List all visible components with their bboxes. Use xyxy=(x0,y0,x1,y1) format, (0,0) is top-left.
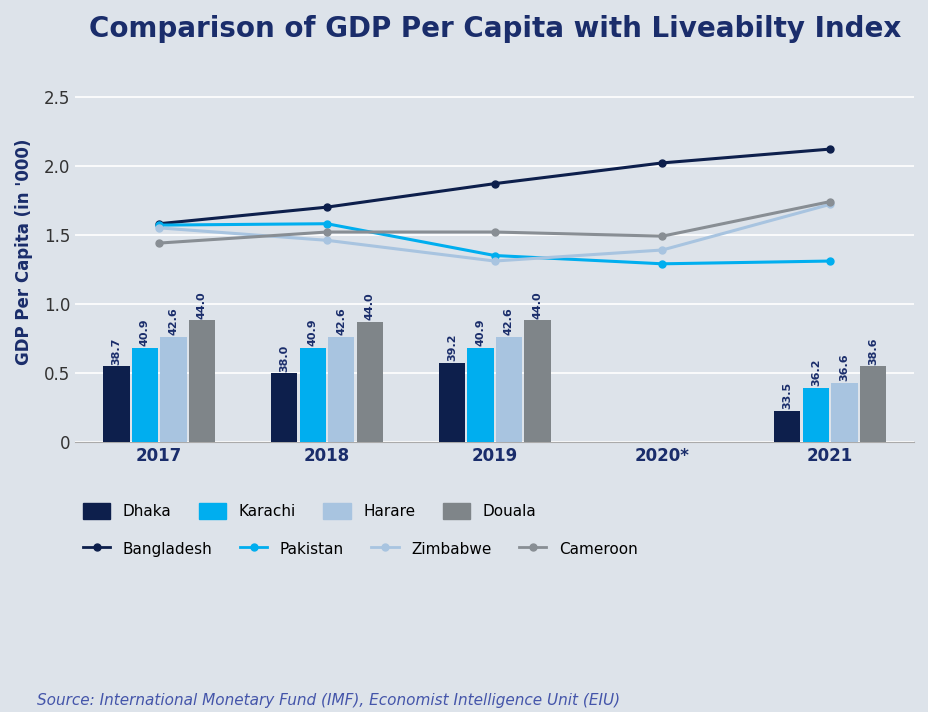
Y-axis label: GDP Per Capita (in '000): GDP Per Capita (in '000) xyxy=(15,139,33,365)
Bar xyxy=(299,348,326,442)
Bar xyxy=(467,348,493,442)
Bar xyxy=(773,411,800,442)
Legend: Bangladesh, Pakistan, Zimbabwe, Cameroon: Bangladesh, Pakistan, Zimbabwe, Cameroon xyxy=(83,541,637,557)
Text: 36.2: 36.2 xyxy=(810,359,820,387)
Text: 36.6: 36.6 xyxy=(839,353,848,381)
Text: 44.0: 44.0 xyxy=(197,291,207,319)
Text: 38.0: 38.0 xyxy=(279,345,289,372)
Bar xyxy=(161,337,187,442)
Text: 33.5: 33.5 xyxy=(781,382,792,409)
Bar xyxy=(523,320,550,442)
Text: 44.0: 44.0 xyxy=(365,293,374,320)
Text: 40.9: 40.9 xyxy=(475,318,485,346)
Text: 42.6: 42.6 xyxy=(168,308,178,335)
Text: 40.9: 40.9 xyxy=(307,318,317,346)
Text: 38.6: 38.6 xyxy=(867,337,877,365)
Title: Comparison of GDP Per Capita with Liveabilty Index: Comparison of GDP Per Capita with Liveab… xyxy=(88,15,900,43)
Text: 38.7: 38.7 xyxy=(111,337,122,365)
Text: 39.2: 39.2 xyxy=(446,334,457,362)
Text: 44.0: 44.0 xyxy=(532,291,542,319)
Bar xyxy=(802,388,828,442)
Bar xyxy=(438,363,465,442)
Text: 40.9: 40.9 xyxy=(140,318,149,346)
Text: 42.6: 42.6 xyxy=(503,308,513,335)
Bar xyxy=(132,348,158,442)
Bar xyxy=(356,322,382,442)
Bar xyxy=(496,337,522,442)
Bar xyxy=(328,337,354,442)
Bar xyxy=(271,373,297,442)
Bar xyxy=(103,367,129,442)
Bar xyxy=(188,320,215,442)
Text: Source: International Monetary Fund (IMF), Economist Intelligence Unit (EIU): Source: International Monetary Fund (IMF… xyxy=(37,693,620,708)
Text: 42.6: 42.6 xyxy=(336,308,346,335)
Bar xyxy=(858,367,885,442)
Bar xyxy=(831,382,857,442)
